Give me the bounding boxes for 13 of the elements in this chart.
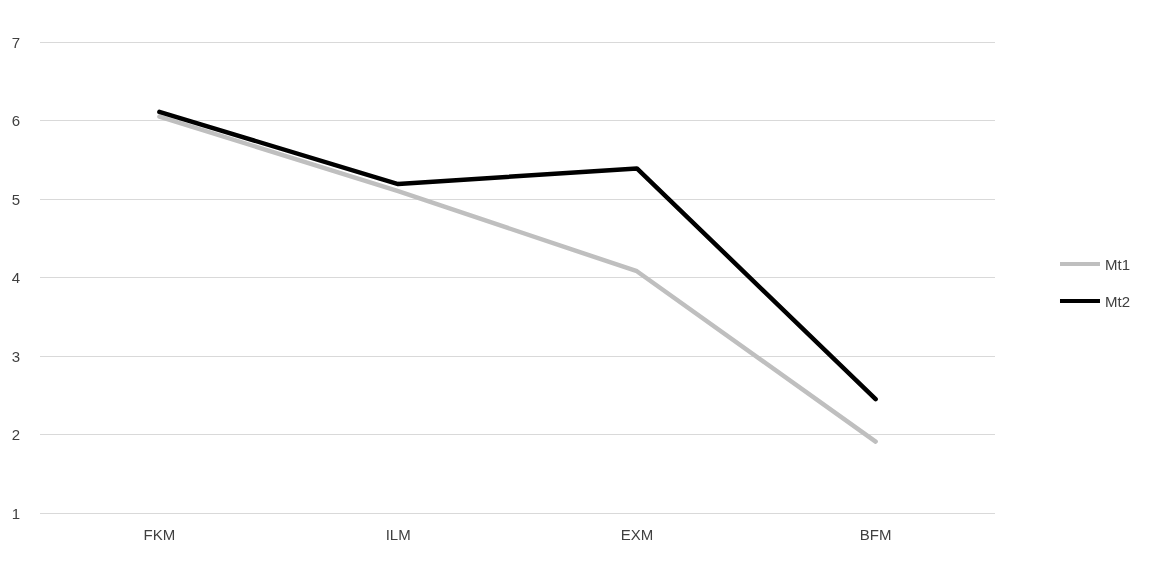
y-tick-label: 7 <box>11 33 20 51</box>
y-tick-label: 4 <box>11 269 20 286</box>
y-tick-label: 2 <box>11 426 20 443</box>
legend-label: Mt1 <box>1105 255 1131 273</box>
x-tick-label: BFM <box>859 526 892 543</box>
x-tick-label: EXM <box>620 526 654 543</box>
legend-label: Mt2 <box>1105 292 1131 310</box>
x-tick-label: ILM <box>385 526 411 543</box>
y-tick-label: 5 <box>11 190 20 208</box>
y-tick-label: 1 <box>11 504 20 522</box>
x-tick-label: FKM <box>143 526 176 543</box>
y-tick-label: 3 <box>11 347 20 365</box>
y-tick-label: 6 <box>11 112 20 129</box>
